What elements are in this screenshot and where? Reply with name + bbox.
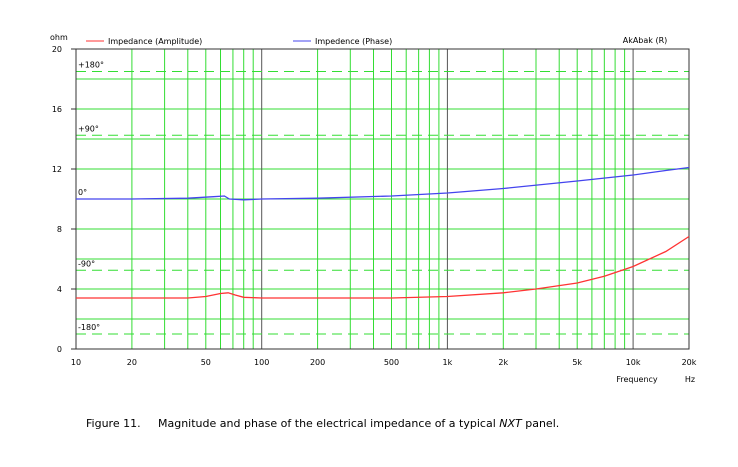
x-tick-label: 10k [626,358,641,367]
x-tick-label: 200 [310,358,325,367]
x-tick-label: 20 [127,358,137,367]
y-tick-label: 8 [57,225,62,234]
caption-number: Figure 11. [86,417,141,430]
tick-labels: 0 4 8 12 16 20 10 20 50 100 200 500 1k 2k 5k 10k 20k +180… [52,45,697,367]
series-amplitude-line [76,235,690,299]
y-tick-label: 12 [52,165,62,174]
x-unit-label: Hz [685,375,695,384]
y-tick-label: 4 [57,285,62,294]
x-tick-label: 10 [71,358,81,367]
y-tick-label: 16 [52,105,62,114]
x-tick-label: 2k [498,358,508,367]
legend-amplitude-label: Impedance (Amplitude) [108,37,202,46]
series-phase-line [76,166,690,201]
x-tick-label: 20k [682,358,697,367]
x-tick-label: 1k [443,358,453,367]
y-tick-label: 20 [52,45,62,54]
x-tick-label: 100 [254,358,269,367]
series-layer [76,166,690,299]
phase-tick-label: +180° [78,61,104,70]
caption-text-after: panel. [521,417,560,430]
x-axis-label: Frequency [616,375,658,384]
phase-tick-label: -180° [78,323,100,332]
caption-emphasis: NXT [499,417,522,430]
phase-tick-label: 0° [78,188,87,197]
caption-text-before: Magnitude and phase of the electrical im… [158,417,500,430]
y-unit-label: ohm [50,33,68,42]
caption-text: Magnitude and phase of the electrical im… [158,417,718,431]
phase-tick-label: +90° [78,124,99,133]
x-tick-label: 5k [572,358,582,367]
y-tick-label: 0 [57,345,62,354]
phase-tick-label: -90° [78,259,95,268]
corner-label: AkAbak (R) [623,36,668,45]
impedance-chart: 0 4 8 12 16 20 10 20 50 100 200 500 1k 2k 5k 10k 20k +180… [50,33,697,384]
x-tick-label: 50 [201,358,211,367]
legend: Impedance (Amplitude) Impedence (Phase) [86,37,392,46]
x-tick-label: 500 [384,358,399,367]
legend-phase-label: Impedence (Phase) [315,37,392,46]
